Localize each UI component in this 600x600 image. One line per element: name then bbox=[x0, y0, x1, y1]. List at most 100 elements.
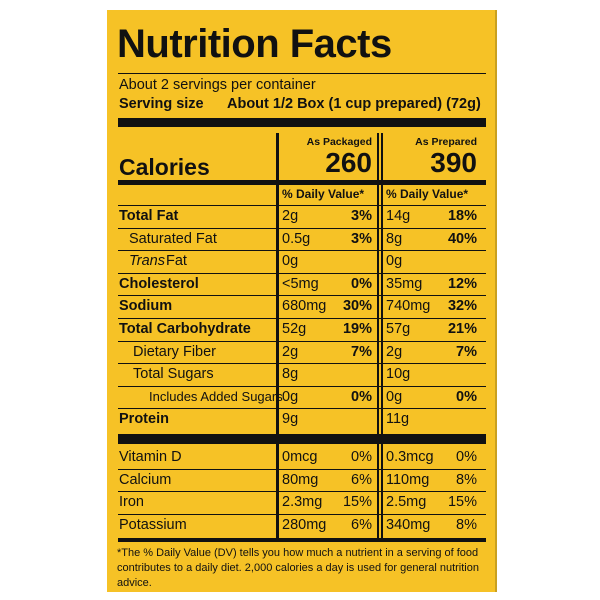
daily-value: 32% bbox=[447, 298, 477, 315]
amount: 0g bbox=[386, 253, 403, 270]
rule bbox=[118, 363, 486, 365]
amount: 8g bbox=[386, 230, 403, 247]
rule bbox=[118, 180, 486, 185]
daily-value: 3% bbox=[351, 230, 372, 247]
dv-header: % Daily Value* bbox=[386, 187, 469, 201]
rule bbox=[118, 408, 486, 410]
nutrient-name-prefix: Trans bbox=[129, 253, 165, 270]
nutrient-name: Dietary Fiber bbox=[133, 343, 216, 360]
nutrient-name: Potassium bbox=[119, 516, 187, 533]
amount: 280mg bbox=[282, 516, 327, 533]
daily-value: 40% bbox=[447, 230, 477, 247]
rule bbox=[118, 538, 486, 542]
daily-value: 6% bbox=[351, 516, 372, 533]
daily-value: 0% bbox=[351, 388, 372, 405]
amount: 9g bbox=[282, 411, 299, 428]
rule bbox=[118, 340, 486, 342]
rule bbox=[118, 295, 486, 297]
daily-value: 0% bbox=[351, 449, 372, 465]
rule bbox=[118, 73, 486, 74]
amount: 0g bbox=[282, 388, 299, 405]
amount: 2g bbox=[282, 343, 299, 360]
daily-value: 6% bbox=[351, 471, 372, 488]
daily-value: 7% bbox=[456, 343, 477, 360]
amount: 0.3mcg bbox=[386, 449, 434, 465]
footnote: *The % Daily Value (DV) tells you how mu… bbox=[117, 547, 479, 589]
serving-size-value: About 1/2 Box (1 cup prepared) (72g) bbox=[227, 96, 481, 112]
amount: 0mcg bbox=[282, 449, 318, 465]
amount: 740mg bbox=[386, 298, 431, 315]
daily-value: 7% bbox=[351, 343, 372, 360]
daily-value: 19% bbox=[342, 321, 372, 337]
amount: 14g bbox=[386, 208, 411, 224]
nutrient-name: Sodium bbox=[119, 298, 173, 315]
amount: 52g bbox=[282, 321, 307, 337]
amount: 10g bbox=[386, 366, 411, 383]
daily-value: 8% bbox=[456, 516, 477, 533]
nutrient-name: Protein bbox=[119, 411, 169, 428]
nutrient-name: Vitamin D bbox=[119, 449, 182, 465]
column-heading: As Prepared bbox=[415, 136, 477, 148]
amount: 8g bbox=[282, 366, 299, 383]
rule bbox=[118, 434, 486, 444]
daily-value: 0% bbox=[456, 449, 477, 465]
column-divider bbox=[276, 133, 279, 538]
nutrient-name: Fat bbox=[166, 253, 187, 270]
rule bbox=[118, 250, 486, 252]
rule bbox=[118, 318, 486, 319]
amount: 35mg bbox=[386, 275, 423, 292]
amount: 340mg bbox=[386, 516, 431, 533]
daily-value: 8% bbox=[456, 471, 477, 488]
amount: <5mg bbox=[282, 275, 319, 292]
daily-value: 15% bbox=[342, 494, 372, 511]
rule bbox=[118, 118, 486, 127]
amount: 110mg bbox=[386, 471, 430, 488]
rule bbox=[118, 227, 486, 229]
amount: 2g bbox=[386, 343, 403, 360]
daily-value: 0% bbox=[351, 275, 372, 292]
daily-value: 0% bbox=[456, 388, 477, 405]
nutrient-name: Total Sugars bbox=[133, 366, 214, 383]
daily-value: 15% bbox=[447, 494, 477, 511]
amount: 680mg bbox=[282, 298, 327, 315]
nutrient-name: Total Carbohydrate bbox=[119, 321, 251, 337]
column-divider bbox=[377, 133, 379, 538]
rule bbox=[118, 272, 486, 274]
rule bbox=[118, 491, 486, 493]
nutrient-name: Total Fat bbox=[119, 208, 179, 224]
serving-size-label: Serving size bbox=[119, 96, 204, 112]
nutrition-label: Nutrition Facts About 2 servings per con… bbox=[107, 10, 497, 592]
calories-value: 390 bbox=[430, 147, 477, 178]
servings: About 2 servings per container bbox=[119, 77, 316, 93]
amount: 2.3mg bbox=[282, 494, 323, 511]
amount: 2.5mg bbox=[386, 494, 427, 511]
amount: 2g bbox=[282, 208, 299, 224]
amount: 11g bbox=[386, 411, 410, 428]
daily-value: 3% bbox=[351, 208, 372, 224]
nutrient-name: Saturated Fat bbox=[129, 230, 217, 247]
nutrient-name: Cholesterol bbox=[119, 275, 199, 292]
daily-value: 30% bbox=[342, 298, 372, 315]
daily-value: 21% bbox=[447, 321, 477, 337]
amount: 57g bbox=[386, 321, 411, 337]
calories-value: 260 bbox=[325, 147, 372, 178]
daily-value: 18% bbox=[447, 208, 477, 224]
amount: 0.5g bbox=[282, 230, 311, 247]
column-heading: As Packaged bbox=[306, 136, 372, 148]
dv-header: % Daily Value* bbox=[282, 187, 365, 201]
calories-label: Calories bbox=[119, 154, 210, 180]
daily-value: 12% bbox=[447, 275, 477, 292]
nutrient-name: Iron bbox=[119, 494, 144, 511]
column-divider bbox=[381, 133, 383, 538]
rule bbox=[118, 513, 486, 515]
title: Nutrition Facts bbox=[117, 22, 392, 66]
amount: 0g bbox=[282, 253, 299, 270]
nutrient-name: Calcium bbox=[119, 471, 172, 488]
rule bbox=[118, 205, 486, 206]
amount: 80mg bbox=[282, 471, 319, 488]
rule bbox=[118, 468, 486, 470]
nutrient-name: Includes Added Sugars bbox=[149, 388, 283, 404]
rule bbox=[118, 385, 486, 387]
amount: 0g bbox=[386, 388, 403, 405]
